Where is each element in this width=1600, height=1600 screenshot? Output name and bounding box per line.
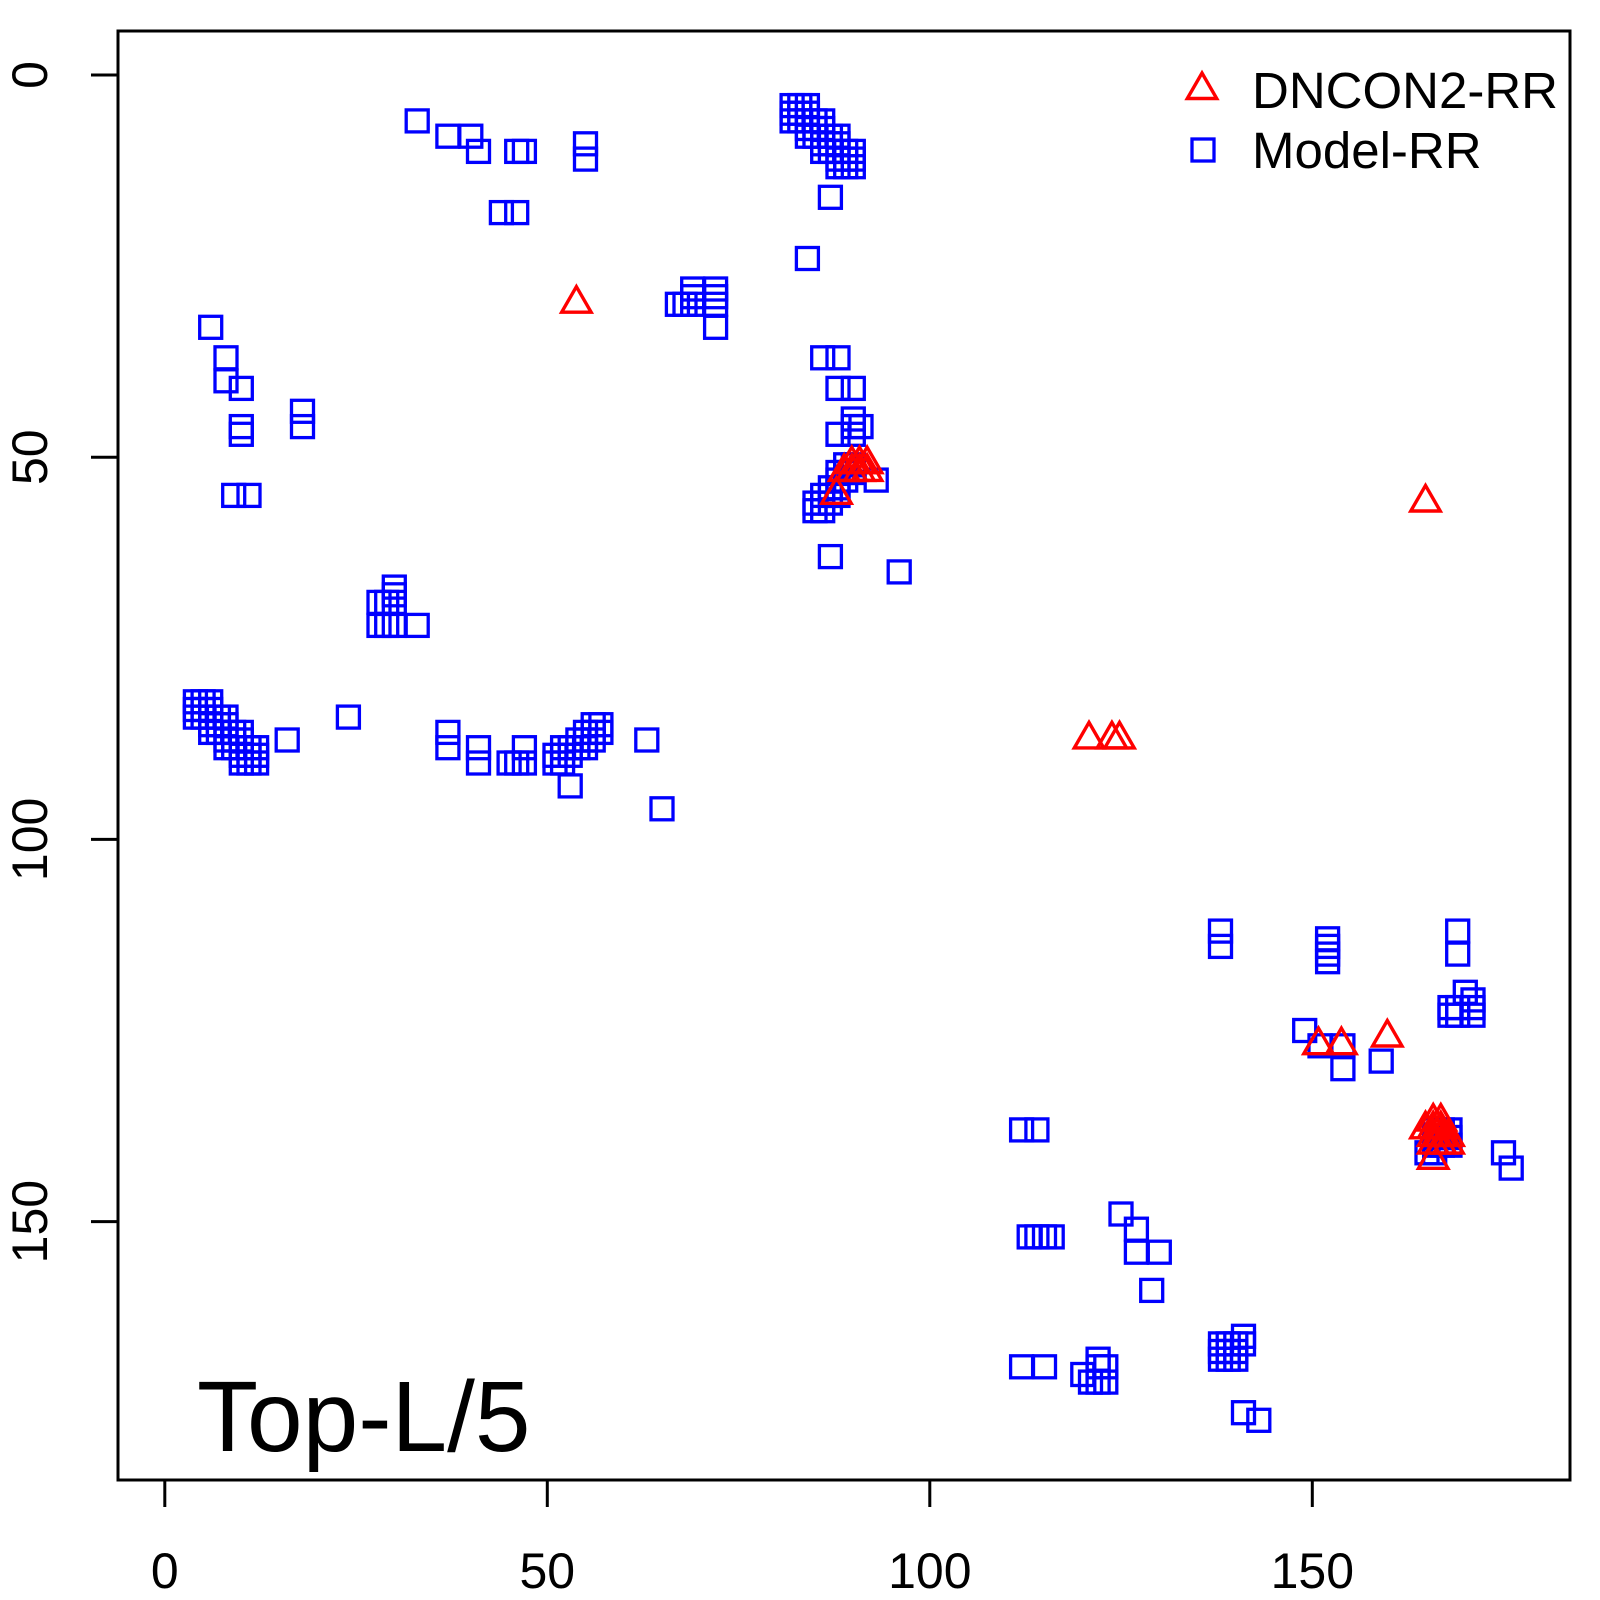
svg-text:0: 0	[2, 61, 58, 89]
svg-text:50: 50	[519, 1543, 575, 1599]
svg-text:0: 0	[151, 1543, 179, 1599]
svg-text:50: 50	[2, 429, 58, 485]
svg-text:100: 100	[2, 798, 58, 881]
svg-text:150: 150	[2, 1180, 58, 1263]
svg-text:100: 100	[888, 1543, 971, 1599]
svg-text:Model-RR: Model-RR	[1252, 122, 1482, 179]
svg-text:DNCON2-RR: DNCON2-RR	[1252, 62, 1558, 119]
svg-text:Top-L/5: Top-L/5	[197, 1361, 531, 1473]
svg-text:150: 150	[1271, 1543, 1354, 1599]
